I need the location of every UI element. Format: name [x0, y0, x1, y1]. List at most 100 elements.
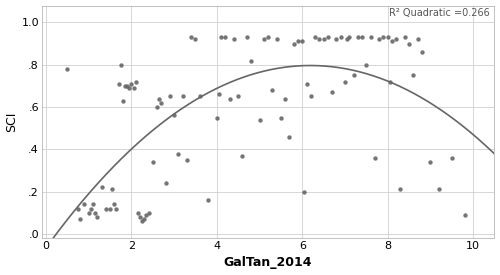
Point — [358, 35, 366, 40]
Point — [121, 84, 129, 88]
Point — [392, 37, 400, 42]
Point — [366, 35, 374, 40]
Point — [140, 217, 148, 221]
Point — [328, 90, 336, 94]
Point — [230, 37, 238, 42]
Point — [64, 67, 72, 71]
Point — [215, 92, 223, 97]
Point — [311, 35, 319, 40]
Point — [375, 37, 383, 42]
Point — [264, 35, 272, 40]
Point — [119, 98, 127, 103]
Point — [256, 117, 264, 122]
Point — [234, 94, 242, 99]
Point — [155, 96, 163, 101]
Point — [153, 105, 161, 109]
Point — [74, 206, 82, 211]
Point — [183, 158, 191, 162]
Point — [401, 35, 409, 40]
Point — [302, 82, 310, 86]
Point — [162, 181, 170, 185]
Point — [277, 116, 285, 120]
Point — [123, 84, 131, 88]
Point — [386, 79, 394, 84]
Point — [98, 185, 106, 189]
Point — [89, 202, 97, 207]
Point — [414, 37, 422, 42]
Point — [448, 156, 456, 160]
Point — [354, 35, 362, 40]
Point — [332, 37, 340, 42]
Point — [110, 202, 118, 207]
Point — [290, 42, 298, 46]
Point — [94, 215, 102, 219]
Y-axis label: SCI: SCI — [6, 112, 18, 132]
Point — [158, 101, 166, 105]
Point — [178, 94, 186, 99]
Point — [426, 160, 434, 164]
Point — [192, 37, 200, 42]
Point — [132, 79, 140, 84]
Point — [134, 211, 142, 215]
Point — [114, 82, 122, 86]
Point — [336, 35, 344, 40]
Point — [170, 113, 178, 118]
Point — [388, 39, 396, 44]
Point — [362, 62, 370, 67]
Point — [128, 82, 136, 86]
Point — [272, 37, 280, 42]
Point — [307, 94, 315, 99]
Point — [112, 206, 120, 211]
Point — [84, 211, 92, 215]
Point — [341, 79, 349, 84]
Point — [80, 202, 88, 207]
Point — [204, 198, 212, 202]
Point — [294, 39, 302, 44]
Text: R² Quadratic =0.266: R² Quadratic =0.266 — [389, 8, 490, 18]
Point — [126, 86, 134, 90]
Point — [166, 94, 174, 99]
Point — [435, 187, 443, 192]
Point — [187, 35, 195, 40]
Point — [196, 94, 204, 99]
Point — [116, 62, 124, 67]
Point — [286, 134, 294, 139]
X-axis label: GalTan_2014: GalTan_2014 — [224, 257, 312, 269]
Point — [410, 73, 418, 78]
Point — [222, 35, 230, 40]
Point — [405, 42, 413, 46]
Point — [91, 211, 99, 215]
Point — [136, 215, 144, 219]
Point — [316, 37, 324, 42]
Point — [298, 39, 306, 44]
Point — [87, 206, 95, 211]
Point — [371, 156, 379, 160]
Point — [138, 219, 146, 223]
Point — [281, 96, 289, 101]
Point — [460, 213, 468, 217]
Point — [142, 213, 150, 217]
Point — [76, 217, 84, 221]
Point — [242, 35, 250, 40]
Point — [324, 35, 332, 40]
Point — [247, 58, 255, 63]
Point — [238, 153, 246, 158]
Point — [396, 187, 404, 192]
Point — [130, 86, 138, 90]
Point — [380, 35, 388, 40]
Point — [268, 88, 276, 92]
Point — [300, 189, 308, 194]
Point — [384, 35, 392, 40]
Point — [102, 206, 110, 211]
Point — [226, 96, 234, 101]
Point — [217, 35, 225, 40]
Point — [260, 37, 268, 42]
Point — [350, 73, 358, 78]
Point — [144, 211, 152, 215]
Point — [174, 151, 182, 156]
Point — [345, 35, 353, 40]
Point — [149, 160, 157, 164]
Point — [213, 116, 221, 120]
Point — [320, 37, 328, 42]
Point — [106, 206, 114, 211]
